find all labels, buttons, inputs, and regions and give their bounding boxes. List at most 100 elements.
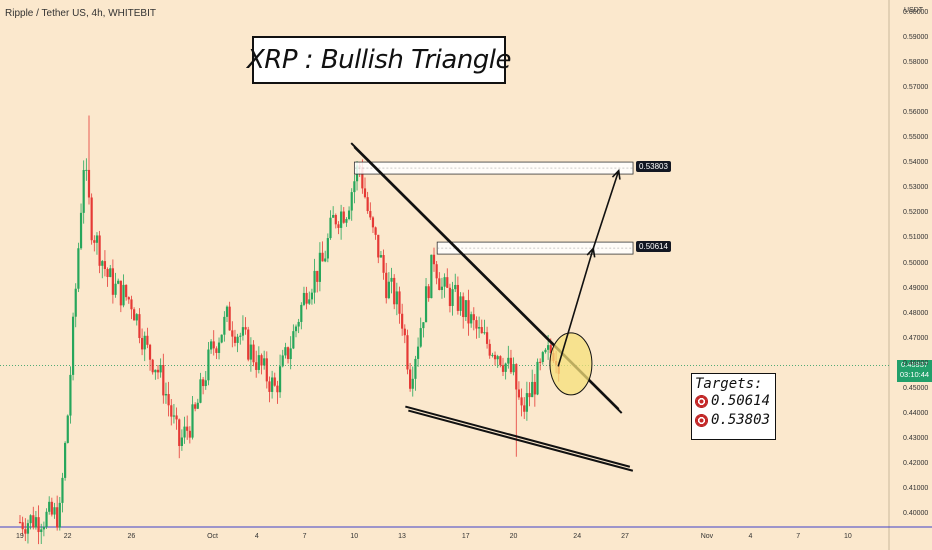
candle-body: [239, 335, 242, 337]
candle-body: [353, 181, 356, 193]
candle-body: [406, 335, 409, 370]
candle-body: [109, 268, 112, 277]
candle-body: [549, 345, 552, 354]
candle-body: [454, 284, 457, 290]
x-tick-label: 17: [461, 533, 470, 540]
candle-body: [217, 342, 221, 353]
candle-body: [180, 437, 183, 446]
y-tick-label: 0.49000: [903, 284, 929, 292]
candle-body: [422, 322, 425, 329]
candle-body: [103, 261, 107, 269]
candle-body: [342, 211, 345, 223]
candle-body: [175, 415, 178, 420]
y-tick-label: 0.41000: [903, 485, 929, 493]
candle-body: [194, 404, 197, 409]
candle-body: [411, 378, 414, 389]
candle-body: [106, 268, 109, 277]
candle-body: [130, 299, 133, 310]
candle-body: [435, 264, 438, 279]
candle-body: [533, 381, 536, 395]
candle-body: [223, 316, 226, 335]
candle-body: [377, 234, 380, 258]
candle-body: [292, 331, 295, 349]
x-tick-label: 4: [748, 533, 753, 540]
candle-body: [345, 219, 348, 223]
countdown-value: 03:10:44: [899, 370, 930, 379]
candle-body: [56, 507, 59, 528]
candle-body: [236, 336, 239, 343]
candle-body: [321, 252, 324, 262]
y-tick-label: 0.44000: [903, 410, 929, 418]
candle-body: [146, 335, 149, 345]
candle-body: [456, 284, 459, 311]
candle-body: [191, 404, 194, 438]
candle-body: [233, 336, 237, 343]
candle-body: [493, 354, 497, 360]
arrow-head: [586, 246, 596, 258]
candle-body: [366, 197, 369, 212]
x-tick-label: 24: [573, 533, 582, 540]
candle-body: [71, 316, 75, 375]
candle-body: [448, 287, 452, 307]
candle-body: [215, 348, 218, 353]
x-tick-label: 26: [127, 533, 136, 540]
currency-label: USDT: [904, 7, 924, 14]
candle-body: [541, 352, 544, 362]
candle-body: [114, 283, 117, 295]
title-annotation[interactable]: XRP : Bullish Triangle: [247, 36, 512, 84]
candle-body: [483, 332, 486, 334]
candle-body: [308, 299, 311, 304]
candle-body: [440, 286, 444, 290]
candle-body: [300, 304, 303, 322]
candle-body: [387, 281, 390, 299]
candle-body: [480, 327, 483, 334]
candle-body: [547, 345, 550, 350]
candle-body: [517, 389, 521, 398]
candle-body: [29, 515, 32, 524]
candle-body: [127, 297, 130, 300]
candle-body: [170, 405, 173, 417]
candle-body: [148, 344, 152, 360]
y-tick-label: 0.60000: [903, 8, 929, 16]
target-icon: [695, 414, 708, 427]
candle-body: [374, 227, 377, 235]
candle-body: [151, 359, 154, 373]
candle-body: [202, 379, 205, 387]
candle-body: [82, 170, 85, 213]
candle-body: [430, 254, 433, 299]
candle-body: [241, 327, 245, 336]
y-tick-label: 0.47000: [903, 334, 929, 342]
candle-body: [472, 314, 475, 321]
candle-body: [525, 393, 528, 412]
candle-body: [281, 355, 284, 367]
candle-body: [61, 477, 64, 503]
candle-body: [363, 188, 367, 198]
candle-body: [186, 426, 189, 431]
target-value-1: 0.50614: [711, 393, 771, 409]
current-price-tag: 0.45937 03:10:44: [897, 360, 932, 382]
candle-body: [409, 369, 412, 389]
candle-body: [98, 235, 101, 266]
candle-body: [64, 442, 67, 478]
candle-body: [424, 286, 428, 323]
candle-body: [286, 347, 290, 360]
y-tick-label: 0.57000: [903, 83, 929, 91]
candle-body: [257, 355, 260, 370]
y-tick-label: 0.59000: [903, 33, 929, 41]
candle-body: [446, 277, 449, 288]
candle-body: [249, 344, 252, 360]
candle-body: [451, 289, 454, 307]
y-tick-label: 0.55000: [903, 134, 929, 142]
candle-body: [515, 364, 518, 390]
candle-body: [255, 362, 258, 370]
candle-body: [284, 347, 287, 356]
candle-body: [334, 215, 337, 225]
targets-annotation[interactable]: Targets: 0.50614 0.53803: [691, 373, 776, 440]
candle-body: [117, 280, 120, 284]
candle-body: [462, 296, 465, 318]
candle-body: [162, 365, 165, 396]
candle-body: [125, 284, 128, 298]
candle-body: [154, 369, 157, 373]
